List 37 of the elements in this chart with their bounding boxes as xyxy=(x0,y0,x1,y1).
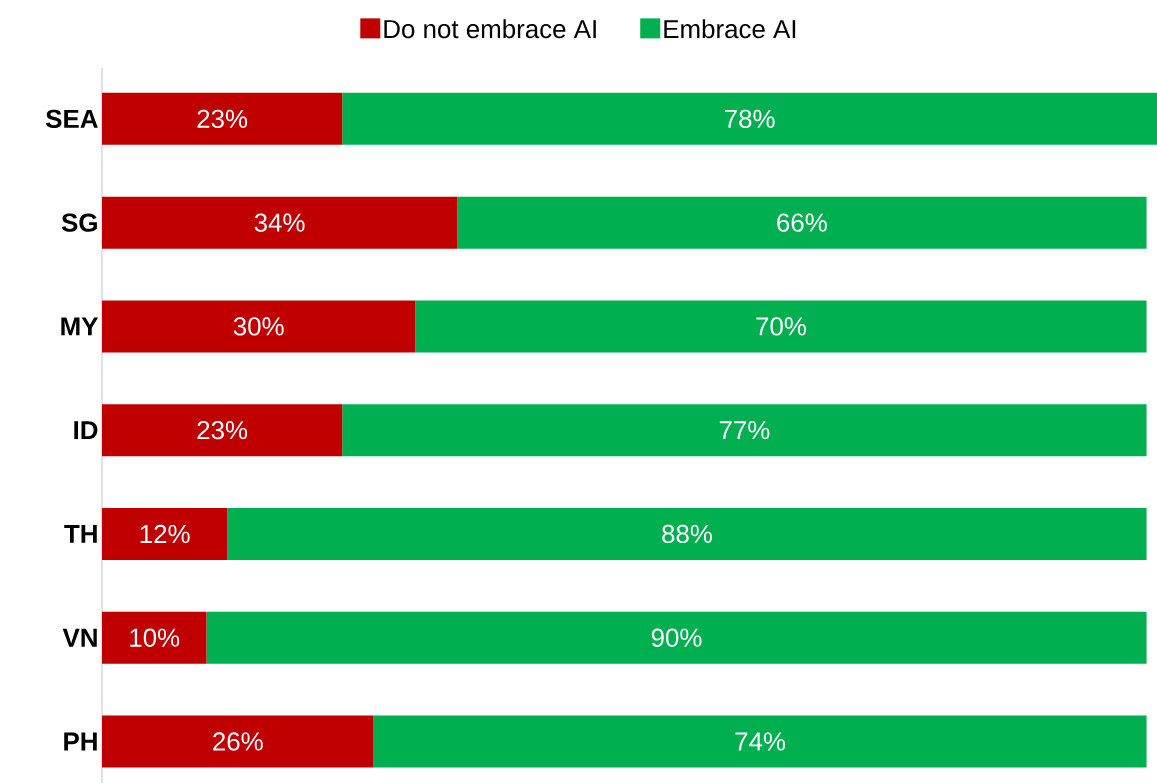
data-label: 23% xyxy=(197,421,248,440)
data-label: 34% xyxy=(254,213,305,232)
y-tick-label: PH xyxy=(64,732,97,751)
legend-label: Embrace AI xyxy=(664,19,796,39)
bar xyxy=(102,196,458,249)
bar xyxy=(457,196,1147,249)
data-label: 30% xyxy=(233,317,284,336)
data-label: 12% xyxy=(140,524,190,544)
bar xyxy=(342,92,1157,145)
bar xyxy=(415,300,1147,353)
bar xyxy=(227,508,1147,561)
data-label: 10% xyxy=(130,628,180,648)
data-label: 78% xyxy=(725,109,775,129)
data-label: 90% xyxy=(651,628,702,648)
bar xyxy=(102,92,343,145)
y-tick-label: SEA xyxy=(45,109,98,129)
y-tick-label: VN xyxy=(62,628,97,647)
data-label: 26% xyxy=(213,732,263,751)
data-label: 70% xyxy=(756,317,806,336)
data-label: 74% xyxy=(735,732,786,751)
bar xyxy=(102,611,207,664)
bar xyxy=(102,508,228,561)
legend-label: Do not embrace AI xyxy=(384,19,596,39)
data-label: 77% xyxy=(719,421,770,440)
data-label: 88% xyxy=(662,524,712,544)
y-tick-label: MY xyxy=(61,317,99,336)
bar xyxy=(373,715,1147,768)
bar xyxy=(102,300,416,353)
y-tick-label: ID xyxy=(74,421,98,440)
bar xyxy=(102,404,343,457)
bar xyxy=(342,404,1147,457)
y-tick-label: SG xyxy=(61,213,97,232)
bar xyxy=(102,715,374,768)
y-tick-label: TH xyxy=(64,525,97,543)
data-label: 66% xyxy=(777,213,827,232)
data-label: 23% xyxy=(197,109,248,129)
bar xyxy=(206,611,1147,664)
